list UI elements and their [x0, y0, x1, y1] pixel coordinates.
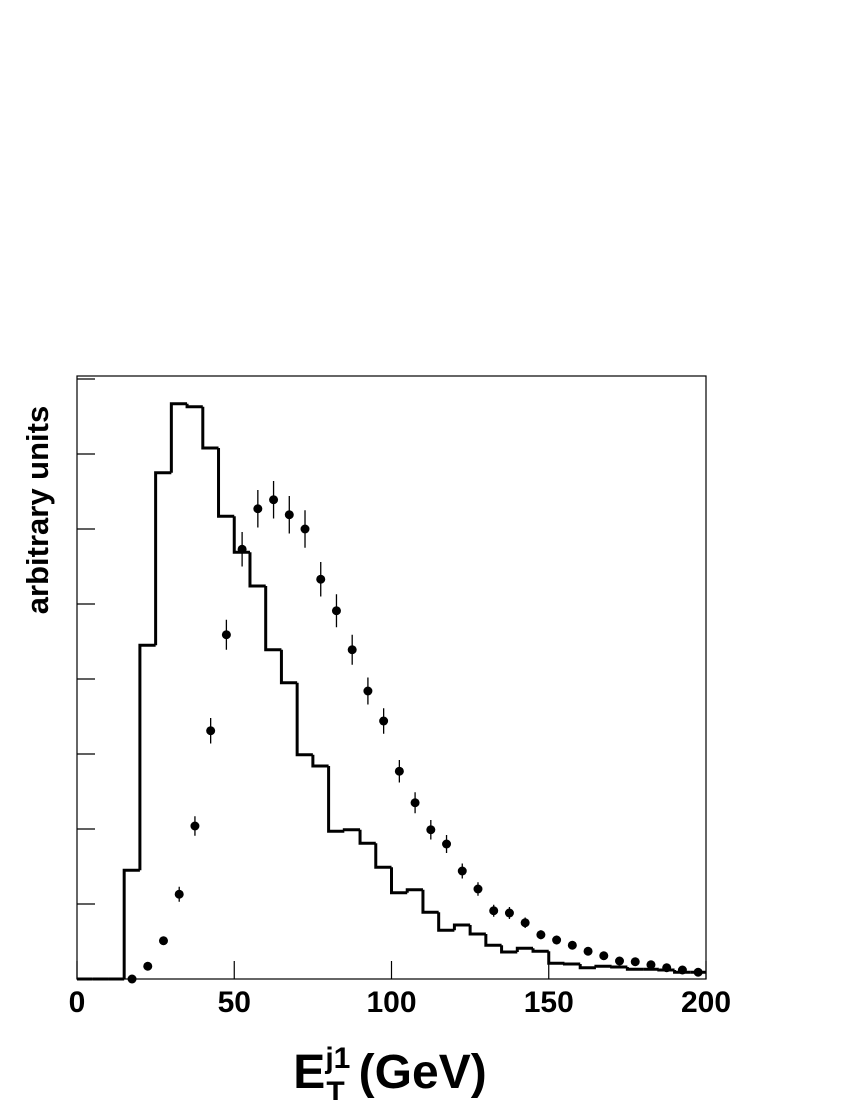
data-point: [158, 936, 168, 946]
data-point: [190, 821, 200, 831]
x-label-sup: j1: [324, 1042, 350, 1075]
data-point: [127, 974, 137, 984]
histogram-bin: [342, 828, 361, 832]
histogram-bin: [578, 964, 596, 970]
data-point: [394, 766, 404, 776]
histogram-bin: [468, 925, 486, 936]
data-point: [221, 630, 231, 640]
data-point: [347, 645, 357, 655]
x-tick-label: 100: [366, 986, 416, 1019]
histogram-bin: [122, 868, 140, 979]
histogram-bin: [327, 766, 345, 833]
histogram-bin: [217, 448, 235, 518]
histogram-bin: [358, 829, 376, 845]
data-point: [300, 524, 310, 534]
x-tick-label: 200: [681, 986, 731, 1019]
data-point: [662, 963, 672, 973]
data-point: [457, 866, 467, 876]
data-point: [646, 960, 656, 970]
data-point: [379, 716, 389, 726]
histogram-bin: [515, 946, 534, 952]
data-point: [583, 946, 593, 956]
histogram-bin: [531, 948, 549, 953]
data-point: [567, 940, 577, 950]
data-point: [693, 967, 703, 977]
histogram-bin: [437, 912, 455, 932]
histogram-bin: [295, 682, 313, 757]
data-point: [504, 908, 514, 918]
histogram-bin: [264, 586, 282, 652]
x-axis-label: Ej1 T (GeV): [293, 1042, 486, 1100]
data-point: [410, 798, 420, 808]
x-label-sub: T: [326, 1076, 344, 1100]
data-point: [677, 965, 687, 975]
y-axis-label: arbitrary units: [20, 406, 55, 614]
data-point: [331, 606, 341, 616]
data-point: [426, 825, 436, 835]
histogram-bin: [138, 643, 156, 871]
data-point: [473, 884, 483, 894]
data-point: [615, 956, 625, 966]
data-point: [237, 544, 247, 554]
data-point: [284, 510, 294, 520]
histogram-bin: [154, 471, 172, 646]
histogram-bin: [201, 406, 219, 450]
histogram-bin: [374, 843, 392, 869]
data-point: [174, 889, 184, 899]
histogram-bin: [311, 754, 329, 768]
histogram-bin: [500, 945, 518, 954]
histogram-bin: [610, 965, 628, 969]
histogram-bin: [547, 951, 565, 965]
histogram-bin: [452, 923, 471, 931]
histogram-bin: [248, 552, 266, 588]
data-point: [489, 906, 499, 916]
data-point: [630, 957, 640, 967]
data-point: [520, 918, 530, 928]
data-point: [599, 951, 609, 961]
x-tick-label: 0: [69, 986, 86, 1019]
data-point: [363, 686, 373, 696]
histogram-bin: [405, 888, 423, 893]
data-point: [536, 930, 546, 940]
data-point: [269, 495, 279, 505]
x-tick-label: 50: [218, 986, 251, 1019]
data-point: [143, 961, 153, 971]
histogram-bin: [390, 867, 408, 895]
histogram-bin: [185, 403, 203, 409]
x-tick-label: 150: [524, 986, 574, 1019]
x-label-unit: (GeV): [359, 1046, 487, 1099]
data-point: [253, 504, 263, 514]
data-point: [316, 574, 326, 584]
histogram-bin: [594, 964, 612, 968]
histogram-bin: [484, 934, 502, 947]
x-label-base: E: [293, 1046, 325, 1099]
histogram-bin: [562, 962, 581, 966]
histogram-bin: [421, 889, 439, 914]
data-point: [206, 726, 216, 736]
data-point: [552, 935, 562, 945]
histogram-bin: [279, 649, 298, 685]
data-point: [442, 839, 452, 849]
histogram-bin: [169, 402, 188, 473]
histogram-bin: [625, 967, 644, 971]
